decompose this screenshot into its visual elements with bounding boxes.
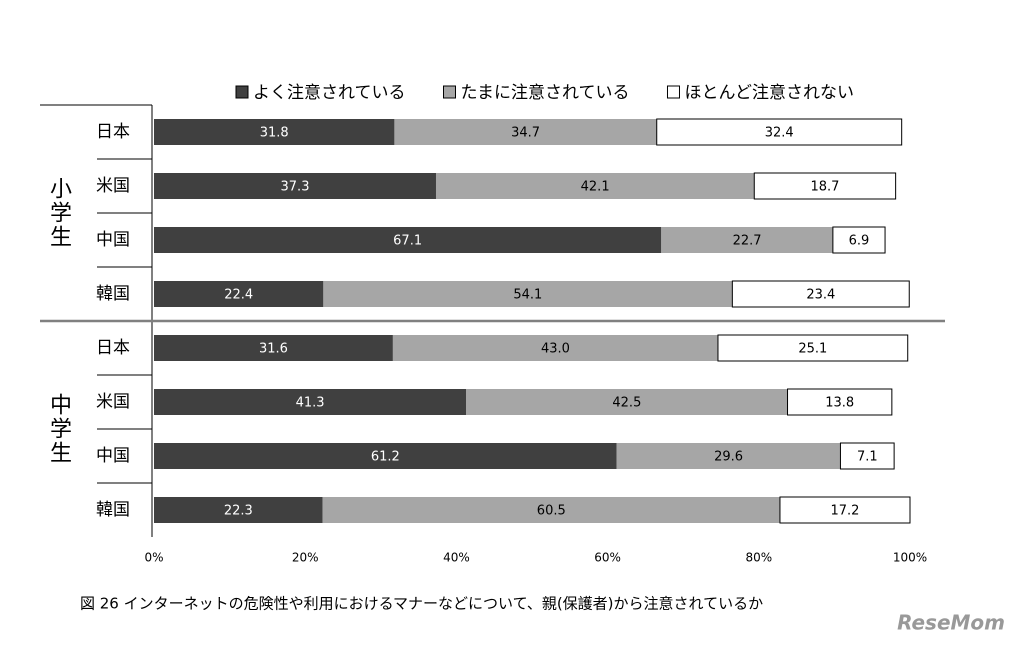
value-label: 31.6	[259, 342, 288, 357]
group-label: 中学生	[46, 393, 71, 465]
value-label: 67.1	[393, 234, 422, 249]
bar-segment	[839, 442, 895, 470]
value-label: 22.3	[224, 504, 253, 519]
bar-segment	[154, 443, 617, 469]
value-label: 6.9	[849, 234, 870, 249]
value-label: 31.8	[260, 126, 289, 141]
value-label: 61.2	[371, 450, 400, 465]
value-label: 42.5	[612, 396, 641, 411]
x-tick-label: 40%	[443, 551, 470, 565]
bar-segment	[154, 119, 395, 145]
legend-label: たまに注意されている	[461, 83, 630, 103]
bar-segment	[154, 389, 467, 415]
watermark: ReseMom	[897, 611, 1005, 635]
legend-swatch	[235, 85, 249, 99]
bar-segment	[154, 281, 324, 307]
category-label: 中国	[96, 230, 130, 250]
bar-segment	[392, 335, 718, 361]
bar-segment	[779, 496, 911, 524]
bar-segment	[323, 281, 733, 307]
category-label: 日本	[96, 338, 130, 358]
bar-segment	[787, 388, 893, 416]
category-label: 米国	[96, 176, 130, 196]
bar-segment	[154, 497, 323, 523]
value-label: 34.7	[511, 126, 540, 141]
x-tick-label: 20%	[292, 551, 319, 565]
bar-segment	[753, 172, 897, 200]
value-label: 54.1	[513, 288, 542, 303]
legend-label: ほとんど注意されない	[684, 83, 854, 103]
x-tick-label: 80%	[745, 551, 772, 565]
value-label: 37.3	[281, 180, 310, 195]
value-label: 22.4	[224, 288, 253, 303]
bar-segment	[394, 119, 657, 145]
category-label: 日本	[96, 122, 130, 142]
value-label: 25.1	[798, 342, 827, 357]
bar-segment	[154, 173, 436, 199]
x-tick-label: 60%	[594, 551, 621, 565]
bar-segment	[832, 226, 886, 254]
value-label: 43.0	[541, 342, 570, 357]
category-label: 米国	[96, 392, 130, 412]
caption: 図 26 インターネットの危険性や利用におけるマナーなどについて、親(保護者)か…	[80, 595, 763, 613]
bar-segment	[154, 227, 662, 253]
bar-segment	[322, 497, 780, 523]
x-tick-label: 100%	[893, 551, 927, 565]
value-label: 32.4	[765, 126, 794, 141]
legend-label: よく注意されている	[253, 83, 406, 103]
legend-swatch	[443, 85, 456, 99]
bar-segment	[656, 118, 903, 146]
bar-segment	[616, 443, 841, 469]
bar-segment	[717, 334, 909, 362]
value-label: 18.7	[810, 180, 839, 195]
category-label: 韓国	[96, 284, 130, 304]
value-label: 42.1	[581, 180, 610, 195]
value-label: 17.2	[831, 504, 860, 519]
legend-swatch	[666, 85, 680, 99]
bar-segment	[731, 280, 910, 308]
bar-segment	[154, 335, 393, 361]
value-label: 23.4	[806, 288, 835, 303]
value-label: 7.1	[857, 450, 878, 465]
value-label: 13.8	[825, 396, 854, 411]
bar-segment	[466, 389, 788, 415]
group-label: 小学生	[46, 177, 72, 249]
value-label: 22.7	[733, 234, 762, 249]
value-label: 60.5	[537, 504, 566, 519]
bar-segment	[661, 227, 833, 253]
value-label: 29.6	[714, 450, 743, 465]
x-tick-label: 0%	[144, 551, 163, 565]
category-label: 韓国	[96, 500, 130, 520]
category-label: 中国	[96, 446, 130, 466]
bar-segment	[435, 173, 755, 199]
value-label: 41.3	[296, 396, 325, 411]
